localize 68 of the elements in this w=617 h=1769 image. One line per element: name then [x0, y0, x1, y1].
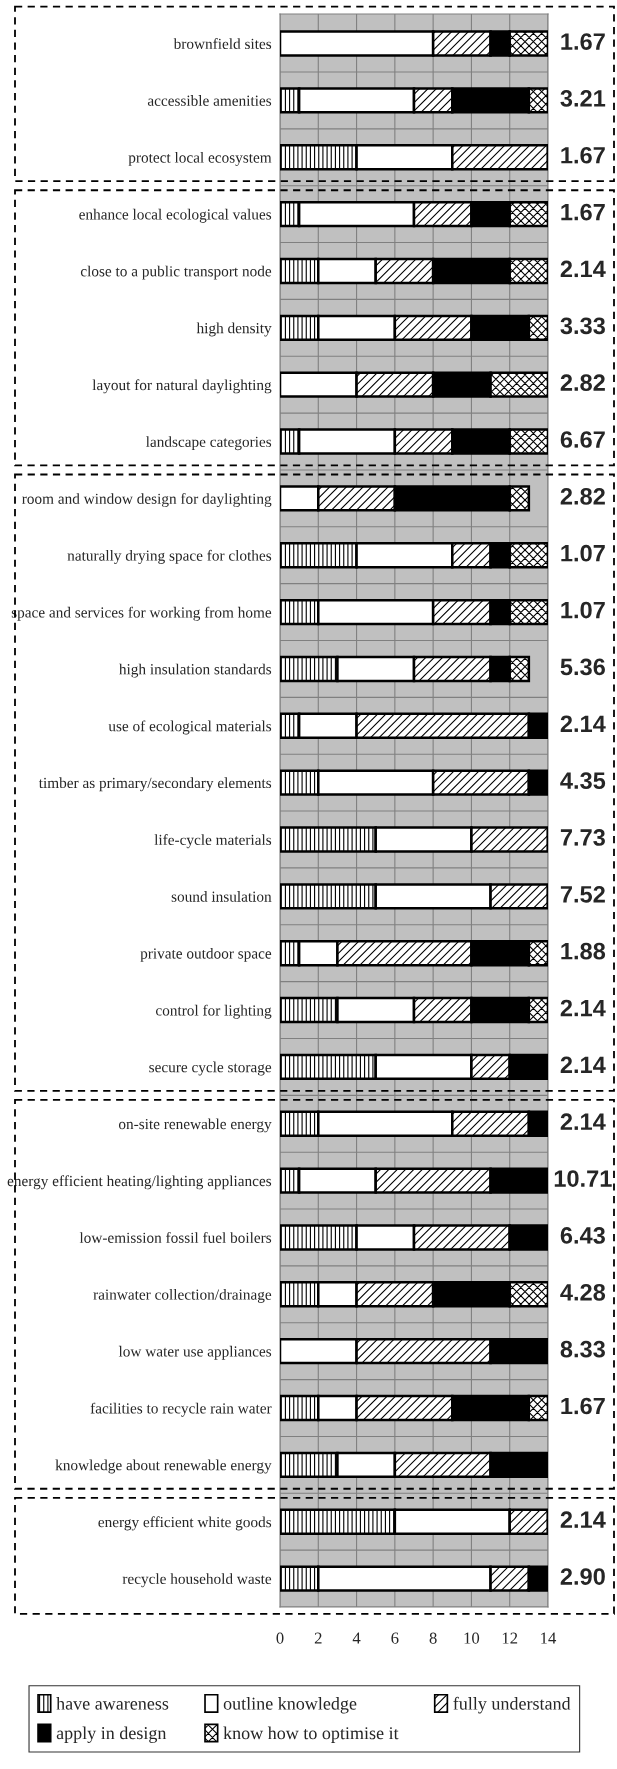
text: 1.07 [561, 601, 605, 619]
y-tick-label: naturally drying space for clothes [67, 549, 272, 564]
x-tick-label: 0 [276, 1632, 284, 1644]
y-tick-label: landscape categories [145, 436, 272, 451]
x-tick-label: 14 [541, 1632, 557, 1644]
text: 2.14 [560, 715, 606, 732]
legend-label: outline knowledge [223, 1697, 357, 1714]
y-tick-label: life-cycle materials [154, 834, 272, 849]
y-tick-label: enhance local ecological values [79, 208, 272, 223]
text: 5.36 [560, 658, 605, 676]
y-tick-label: low-emission fossil fuel boilers [79, 1232, 272, 1243]
y-tick-label: recycle household waste [122, 1573, 272, 1588]
text: 2.14 [560, 1511, 606, 1528]
x-tick-label: 12 [502, 1632, 518, 1644]
y-tick-label: sound insulation [171, 891, 272, 902]
text: 2.82 [560, 488, 605, 505]
y-tick-label: protect local ecosystem [128, 151, 272, 166]
text: 2.82 [560, 374, 605, 392]
text: 6.43 [560, 1227, 605, 1244]
y-tick-label: low water use appliances [118, 1345, 272, 1360]
text: 2.14 [560, 260, 606, 278]
x-tick-label: 2 [314, 1632, 322, 1644]
text: 8.33 [560, 1340, 605, 1358]
y-tick-label: energy efficient heating/lighting appliances [7, 1175, 272, 1190]
text: 4.35 [560, 772, 606, 790]
text: 3.21 [560, 90, 606, 107]
x-tick-label: 8 [429, 1632, 437, 1644]
x-tick-label: 6 [391, 1632, 399, 1644]
x-tick-label: 10 [464, 1632, 480, 1644]
text: 2.90 [560, 1568, 605, 1585]
text: 3.33 [560, 317, 605, 335]
y-tick-label: layout for natural daylighting [92, 379, 272, 394]
text: 2.14 [560, 1056, 606, 1074]
y-tick-label: private outdoor space [140, 947, 272, 962]
text: 1.67 [561, 146, 605, 164]
y-tick-label: use of ecological materials [108, 720, 272, 735]
text: 7.73 [560, 829, 605, 846]
y-tick-label: brownfield sites [173, 38, 272, 50]
y-tick-label: control for lighting [155, 1004, 272, 1019]
text: 4.28 [560, 1283, 606, 1301]
y-tick-label: timber as primary/secondary elements [38, 777, 272, 792]
text: 2.14 [560, 999, 606, 1017]
y-tick-label: high density [196, 322, 272, 337]
legend-label: have awareness [56, 1697, 169, 1710]
y-tick-label: facilities to recycle rain water [90, 1402, 272, 1417]
text: 7.52 [560, 885, 605, 903]
y-tick-label: close to a public transport node [80, 265, 272, 280]
y-tick-label: high insulation standards [119, 663, 272, 678]
y-tick-label: accessible amenities [147, 95, 272, 106]
y-tick-label: secure cycle storage [149, 1061, 272, 1076]
text: 1.67 [561, 33, 605, 50]
legend-label: fully understand [453, 1696, 571, 1714]
legend-label: know how to optimise it [223, 1726, 399, 1743]
y-tick-label: energy efficient white goods [98, 1516, 272, 1531]
y-tick-label: room and window design for daylighting [22, 493, 272, 508]
text: 1.88 [561, 942, 606, 960]
y-tick-label: knowledge about renewable energy [55, 1459, 272, 1474]
y-tick-label: on-site renewable energy [118, 1118, 272, 1133]
y-tick-label: rainwater collection/drainage [93, 1289, 272, 1303]
text: 6.67 [560, 431, 605, 448]
text: 2.14 [560, 1113, 606, 1130]
text: 1.07 [561, 544, 605, 562]
legend-label: apply in design [56, 1726, 167, 1743]
text: 1.67 [561, 1397, 605, 1415]
y-tick-label: space and services for working from home [11, 606, 272, 621]
x-tick-label: 4 [352, 1632, 361, 1644]
text: 10.71 [554, 1170, 612, 1187]
text: 1.67 [561, 203, 605, 221]
